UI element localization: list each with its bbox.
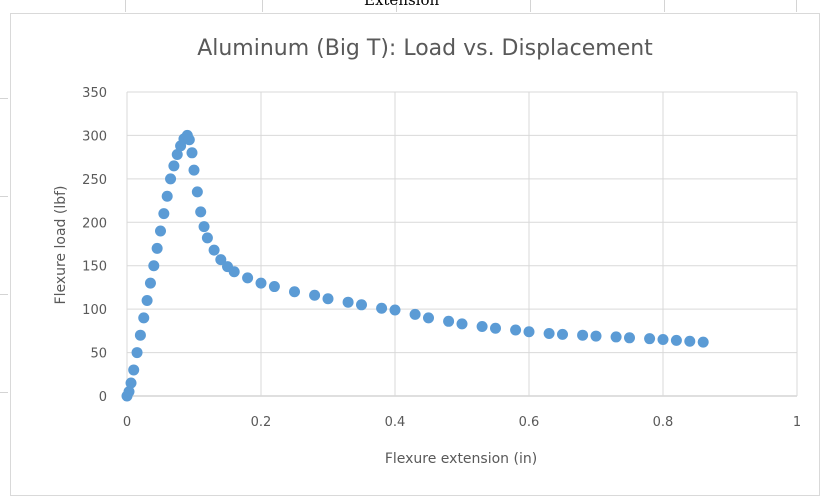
- data-point: [423, 312, 434, 324]
- data-point: [644, 333, 656, 345]
- data-point: [161, 190, 173, 202]
- data-point: [670, 334, 682, 346]
- y-tick-label: 300: [82, 129, 107, 144]
- data-point: [389, 304, 401, 316]
- data-point: [183, 134, 195, 146]
- x-axis-title: Flexure extension (in): [385, 451, 537, 467]
- y-axis-title: Flexure load (lbf): [53, 186, 69, 305]
- y-tick-label: 100: [82, 303, 107, 318]
- data-point: [456, 318, 468, 330]
- data-point: [610, 331, 622, 343]
- data-point: [697, 336, 709, 348]
- data-point: [128, 364, 140, 376]
- cell-gridline: [0, 294, 8, 295]
- data-point: [289, 286, 300, 298]
- data-point: [523, 326, 535, 338]
- data-point: [168, 160, 180, 172]
- data-point: [443, 315, 455, 327]
- data-point: [476, 321, 488, 333]
- data-point: [557, 328, 568, 340]
- cell-gridline: [796, 0, 797, 12]
- data-point: [242, 272, 254, 284]
- data-point: [171, 149, 183, 161]
- data-point: [376, 302, 388, 314]
- data-point: [188, 164, 200, 176]
- data-point: [131, 347, 143, 359]
- cell-gridline: [664, 0, 665, 12]
- data-point: [356, 299, 367, 311]
- x-tick-label: 0.4: [385, 415, 406, 430]
- data-point: [510, 324, 522, 336]
- page-header-text: Extension: [364, 0, 440, 9]
- data-point: [155, 225, 166, 237]
- data-point: [208, 244, 220, 256]
- x-tick-label: 0.6: [519, 415, 540, 430]
- data-point: [191, 186, 203, 198]
- data-point: [228, 266, 240, 278]
- data-point: [144, 277, 156, 289]
- cell-gridline: [396, 0, 397, 12]
- chart-title: Aluminum (Big T): Load vs. Displacement: [197, 36, 653, 61]
- x-tick-label: 1: [793, 415, 801, 430]
- data-point: [309, 289, 321, 301]
- data-point: [195, 206, 207, 218]
- y-tick-label: 50: [90, 347, 107, 362]
- data-point: [490, 322, 501, 334]
- cell-gridline: [0, 196, 8, 197]
- data-point: [657, 334, 669, 346]
- data-point: [684, 335, 696, 347]
- cell-gridline: [262, 0, 263, 12]
- chart-frame[interactable]: [10, 13, 820, 496]
- y-tick-label: 150: [82, 260, 107, 275]
- cell-gridline: [125, 0, 126, 12]
- data-point: [158, 208, 170, 220]
- data-point: [165, 173, 177, 185]
- data-point: [342, 296, 354, 308]
- data-point: [624, 332, 635, 344]
- x-tick-label: 0: [123, 415, 131, 430]
- data-point: [198, 221, 210, 233]
- data-point: [141, 294, 153, 306]
- data-point: [123, 386, 135, 398]
- cell-gridline: [530, 0, 531, 12]
- data-point: [125, 377, 137, 389]
- y-tick-label: 200: [82, 216, 107, 231]
- gridlines: [126, 91, 798, 397]
- data-point: [138, 312, 150, 324]
- cell-gridline: [0, 98, 8, 99]
- data-point: [186, 147, 198, 159]
- tick-labels: 0 50 100 150 200 250 300 350 0 0.2 0.4 0.6 0.8 1: [82, 86, 801, 430]
- y-tick-label: 350: [82, 86, 107, 101]
- x-tick-label: 0.8: [653, 415, 674, 430]
- data-point: [543, 327, 555, 339]
- cell-gridline: [0, 392, 8, 393]
- y-tick-label: 0: [99, 390, 107, 405]
- data-point: [322, 293, 334, 305]
- data-point: [255, 277, 267, 289]
- data-points: [121, 129, 709, 402]
- x-tick-label: 0.2: [251, 415, 272, 430]
- y-tick-label: 250: [82, 173, 107, 188]
- data-point: [590, 330, 602, 342]
- data-point: [134, 329, 146, 341]
- data-point: [409, 308, 421, 320]
- data-point: [151, 242, 163, 254]
- data-point: [215, 254, 227, 266]
- data-point: [268, 281, 280, 293]
- data-point: [201, 232, 213, 244]
- data-point: [148, 260, 160, 272]
- data-point: [577, 329, 589, 341]
